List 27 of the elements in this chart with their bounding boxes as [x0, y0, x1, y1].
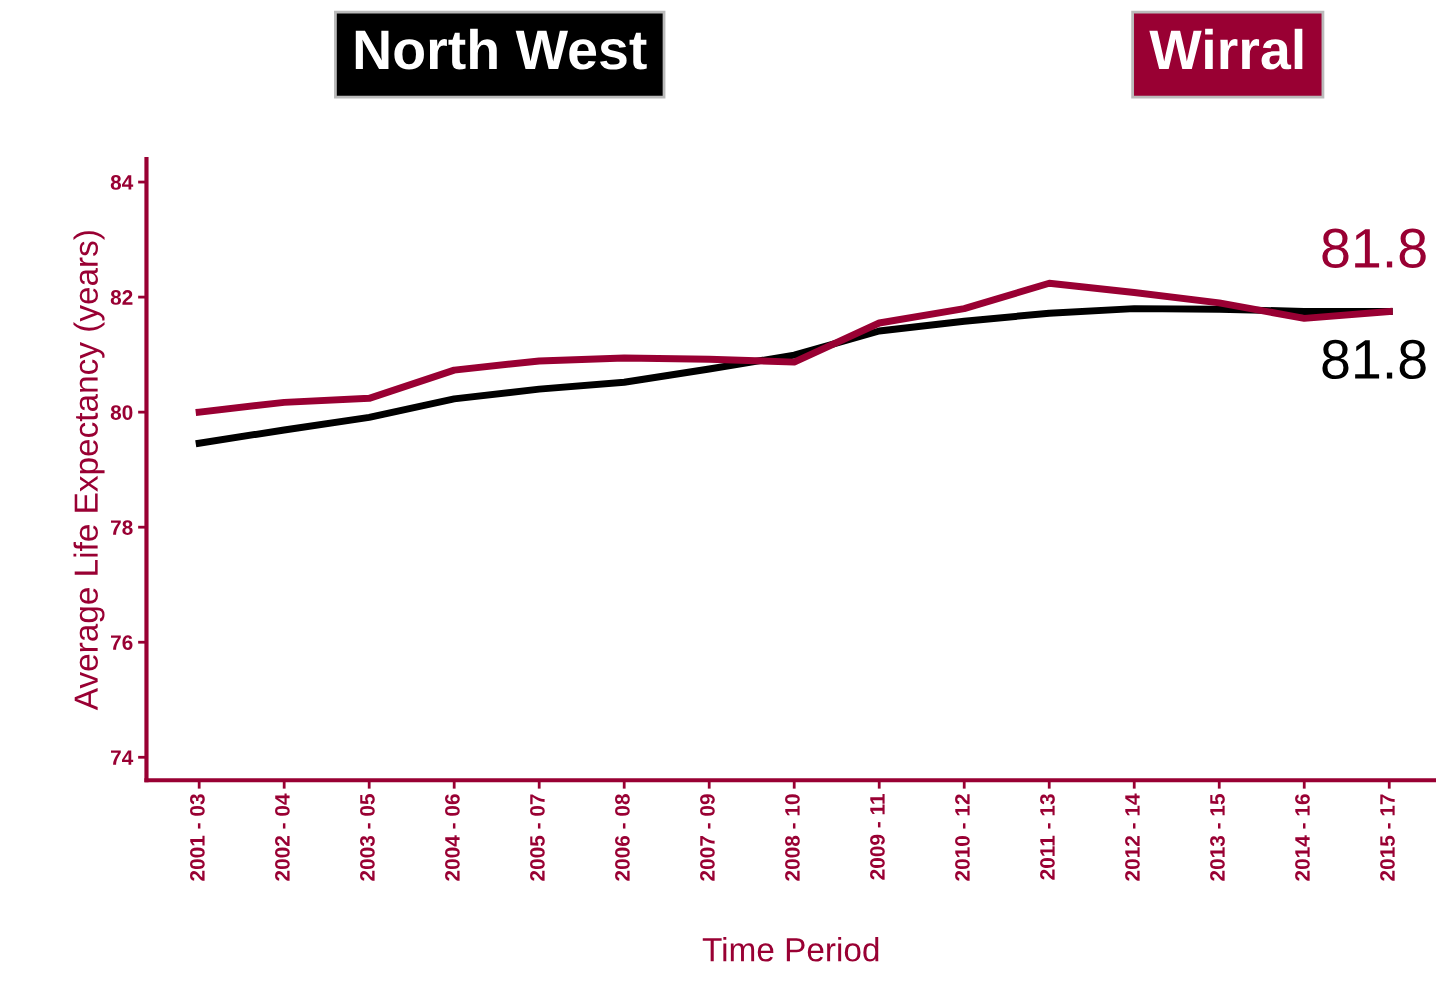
y-tick-label: 74: [111, 750, 134, 765]
text: Wirral: [1149, 28, 1303, 70]
y-tick-label: 80: [110, 405, 133, 420]
x-tick-label: 2001 - 03: [190, 794, 205, 881]
x-tick-label: 2012 - 14: [1125, 793, 1140, 881]
y-tick-label: 78: [111, 520, 133, 535]
x-tick-label: 2014 - 16: [1295, 794, 1310, 881]
x-tick-label: 2010 - 12: [955, 794, 970, 881]
x-tick-label: 2008 - 10: [785, 794, 800, 881]
x-tick-label: 2006 - 08: [615, 794, 630, 881]
x-tick-label: 2004 - 06: [445, 794, 460, 881]
x-tick-label: 2013 - 15: [1210, 794, 1225, 881]
x-tick-label: 2011 - 13: [1040, 794, 1055, 880]
y-tick-label: 84: [110, 175, 134, 190]
annotation: 81.8: [1322, 339, 1426, 380]
x-tick-label: 2015 - 17: [1380, 794, 1395, 881]
x-tick-label: 2002 - 04: [275, 793, 290, 881]
y-axis-title: Average Life Expectancy (years): [73, 231, 105, 711]
y-tick-label: 76: [111, 635, 133, 650]
x-tick-label: 2003 - 05: [360, 794, 375, 881]
annotation: 81.8: [1322, 228, 1426, 268]
x-tick-label: 2009 - 11: [870, 794, 885, 880]
text: North West: [355, 28, 647, 70]
x-tick-label: 2005 - 07: [530, 794, 545, 881]
x-axis-title: Time Period: [702, 937, 879, 962]
y-tick-label: 82: [110, 290, 133, 305]
x-tick-label: 2007 - 09: [700, 794, 715, 881]
